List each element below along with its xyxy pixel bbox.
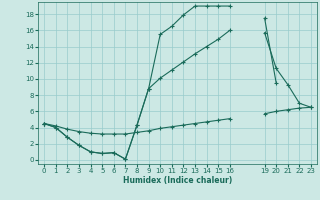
- X-axis label: Humidex (Indice chaleur): Humidex (Indice chaleur): [123, 176, 232, 185]
